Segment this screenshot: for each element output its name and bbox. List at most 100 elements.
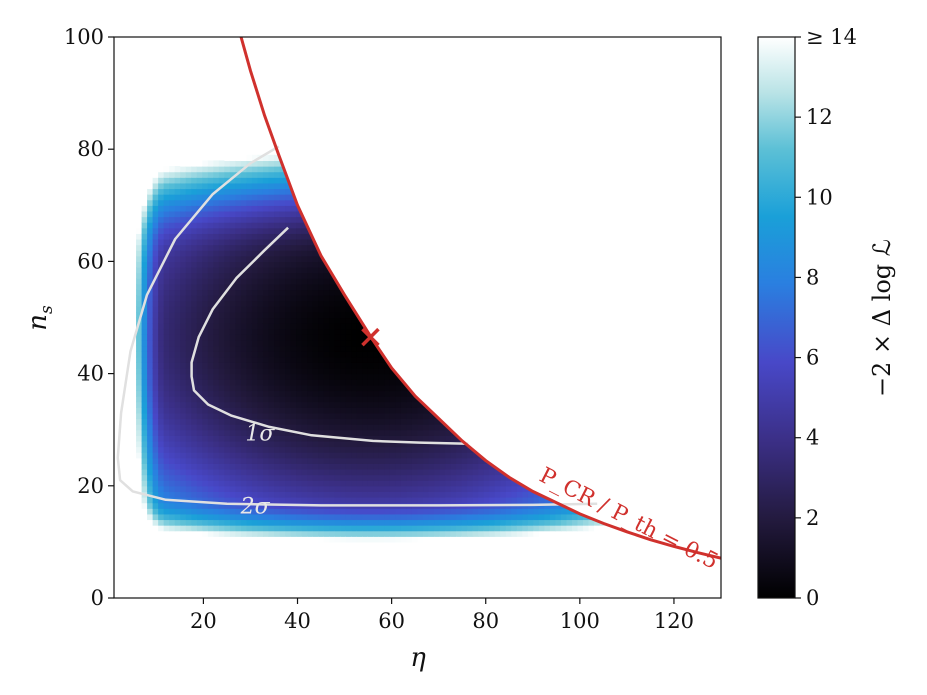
- heatmap-cell: [147, 205, 154, 212]
- heatmap-cell: [235, 199, 242, 206]
- heatmap-cell: [395, 536, 402, 543]
- heatmap-cell: [367, 474, 374, 481]
- heatmap-cell: [423, 446, 430, 453]
- heatmap-cell: [384, 536, 391, 543]
- heatmap-cell: [378, 480, 385, 487]
- heatmap-cell: [191, 497, 198, 504]
- heatmap-cell: [318, 295, 325, 302]
- heatmap-cell: [141, 306, 148, 313]
- heatmap-cell: [340, 396, 347, 403]
- heatmap-cell: [158, 396, 165, 403]
- heatmap-cell: [202, 519, 209, 526]
- heatmap-cell: [202, 238, 209, 246]
- heatmap-cell: [196, 328, 203, 335]
- heatmap-cell: [274, 328, 281, 335]
- heatmap-cell: [318, 384, 325, 392]
- heatmap-cell: [218, 480, 225, 487]
- heatmap-cell: [262, 238, 270, 246]
- heatmap-cell: [301, 334, 308, 341]
- heatmap-cell: [147, 491, 154, 498]
- heatmap-cell: [378, 485, 385, 493]
- heatmap-cell: [240, 513, 248, 521]
- heatmap-cell: [483, 485, 490, 493]
- heatmap-cell: [257, 502, 264, 509]
- heatmap-cell: [274, 536, 281, 543]
- heatmap-cell: [235, 194, 242, 201]
- heatmap-cell: [158, 244, 165, 251]
- heatmap-cell: [323, 384, 330, 392]
- heatmap-cell: [158, 227, 165, 234]
- heatmap-cell: [522, 497, 529, 504]
- heatmap-cell: [257, 457, 264, 464]
- heatmap-cell: [169, 519, 176, 526]
- heatmap-cell: [180, 440, 187, 448]
- heatmap-cell: [213, 267, 220, 274]
- heatmap-cell: [152, 261, 159, 268]
- heatmap-cell: [285, 210, 292, 218]
- heatmap-cell: [196, 446, 203, 453]
- heatmap-cell: [218, 502, 225, 509]
- heatmap-cell: [174, 508, 181, 515]
- heatmap-cell: [334, 530, 341, 537]
- heatmap-cell: [511, 491, 518, 498]
- heatmap-cell: [373, 525, 380, 532]
- heatmap-cell: [174, 407, 181, 414]
- heatmap-cell: [229, 513, 236, 521]
- heatmap-cell: [334, 339, 341, 347]
- heatmap-cell: [191, 238, 198, 246]
- heatmap-cell: [345, 452, 352, 459]
- heatmap-cell: [163, 367, 170, 375]
- heatmap-cell: [285, 205, 292, 212]
- heatmap-cell: [285, 396, 292, 403]
- heatmap-cell: [202, 530, 209, 537]
- heatmap-cell: [196, 306, 203, 313]
- heatmap-cell: [141, 485, 148, 493]
- heatmap-cell: [180, 367, 187, 375]
- heatmap-cell: [152, 435, 159, 442]
- heatmap-cell: [400, 390, 408, 397]
- heatmap-cell: [240, 171, 248, 178]
- heatmap-cell: [207, 485, 214, 493]
- heatmap-cell: [334, 379, 341, 386]
- heatmap-cell: [285, 373, 292, 380]
- heatmap-cell: [279, 468, 286, 476]
- heatmap-cell: [185, 311, 192, 319]
- heatmap-cell: [185, 401, 192, 408]
- heatmap-cell: [296, 407, 303, 414]
- heatmap-cell: [180, 160, 187, 167]
- heatmap-cell: [296, 210, 303, 218]
- heatmap-cell: [312, 407, 319, 414]
- heatmap-cell: [213, 468, 220, 476]
- heatmap-cell: [224, 367, 231, 375]
- heatmap-cell: [152, 429, 159, 436]
- heatmap-cell: [434, 480, 441, 487]
- heatmap-cell: [191, 356, 198, 363]
- heatmap-cell: [312, 513, 319, 521]
- heatmap-cell: [235, 485, 242, 493]
- heatmap-cell: [240, 272, 248, 279]
- heatmap-cell: [229, 205, 236, 212]
- heatmap-cell: [185, 508, 192, 515]
- heatmap-cell: [180, 390, 187, 397]
- heatmap-cell: [262, 300, 270, 307]
- heatmap-cell: [174, 328, 181, 335]
- heatmap-cell: [384, 424, 391, 431]
- heatmap-cell: [185, 446, 192, 453]
- heatmap-cell: [169, 390, 176, 397]
- heatmap-cell: [229, 379, 236, 386]
- heatmap-cell: [257, 160, 264, 167]
- heatmap-cell: [533, 519, 540, 526]
- heatmap-cell: [450, 457, 457, 464]
- heatmap-cell: [362, 508, 369, 515]
- heatmap-cell: [323, 351, 330, 358]
- heatmap-cell: [318, 468, 325, 476]
- heatmap-cell: [356, 485, 363, 493]
- heatmap-cell: [240, 345, 248, 352]
- heatmap-cell: [207, 435, 214, 442]
- heatmap-cell: [163, 194, 170, 201]
- heatmap-cell: [351, 530, 358, 537]
- heatmap-cell: [340, 468, 347, 476]
- heatmap-cell: [196, 463, 203, 470]
- heatmap-cell: [174, 177, 181, 184]
- heatmap-cell: [296, 508, 303, 515]
